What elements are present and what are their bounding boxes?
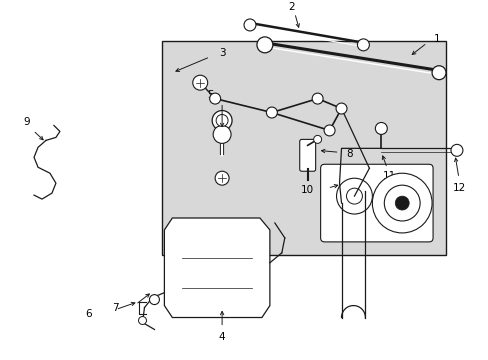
Circle shape bbox=[357, 39, 368, 51]
Circle shape bbox=[375, 122, 386, 134]
Text: 11: 11 bbox=[382, 171, 395, 181]
Circle shape bbox=[336, 178, 371, 214]
Circle shape bbox=[138, 316, 146, 324]
Circle shape bbox=[256, 37, 272, 53]
Text: 6: 6 bbox=[85, 309, 92, 319]
Circle shape bbox=[335, 103, 346, 114]
Circle shape bbox=[313, 135, 321, 143]
Circle shape bbox=[149, 294, 159, 305]
Text: 3: 3 bbox=[218, 48, 225, 58]
Circle shape bbox=[215, 171, 228, 185]
Text: 2: 2 bbox=[288, 2, 294, 12]
Bar bbox=[162, 41, 445, 255]
Text: 5: 5 bbox=[206, 90, 213, 100]
FancyBboxPatch shape bbox=[320, 164, 432, 242]
Circle shape bbox=[216, 114, 227, 126]
Text: 10: 10 bbox=[301, 185, 314, 195]
FancyBboxPatch shape bbox=[299, 139, 315, 171]
Circle shape bbox=[244, 19, 255, 31]
Text: 9: 9 bbox=[24, 117, 30, 127]
Circle shape bbox=[371, 173, 431, 233]
Circle shape bbox=[324, 125, 334, 136]
Circle shape bbox=[450, 144, 462, 156]
Circle shape bbox=[384, 185, 419, 221]
Text: 12: 12 bbox=[451, 183, 465, 193]
Text: 1: 1 bbox=[433, 34, 440, 44]
Circle shape bbox=[394, 196, 408, 210]
Circle shape bbox=[209, 93, 220, 104]
Polygon shape bbox=[164, 218, 269, 318]
Circle shape bbox=[192, 75, 207, 90]
Circle shape bbox=[431, 66, 445, 80]
Circle shape bbox=[346, 188, 362, 204]
Circle shape bbox=[266, 107, 277, 118]
Text: 4: 4 bbox=[218, 332, 225, 342]
Circle shape bbox=[213, 126, 231, 143]
Text: 8: 8 bbox=[346, 149, 352, 159]
Text: 7: 7 bbox=[112, 302, 119, 312]
Circle shape bbox=[212, 111, 232, 130]
Circle shape bbox=[311, 93, 323, 104]
